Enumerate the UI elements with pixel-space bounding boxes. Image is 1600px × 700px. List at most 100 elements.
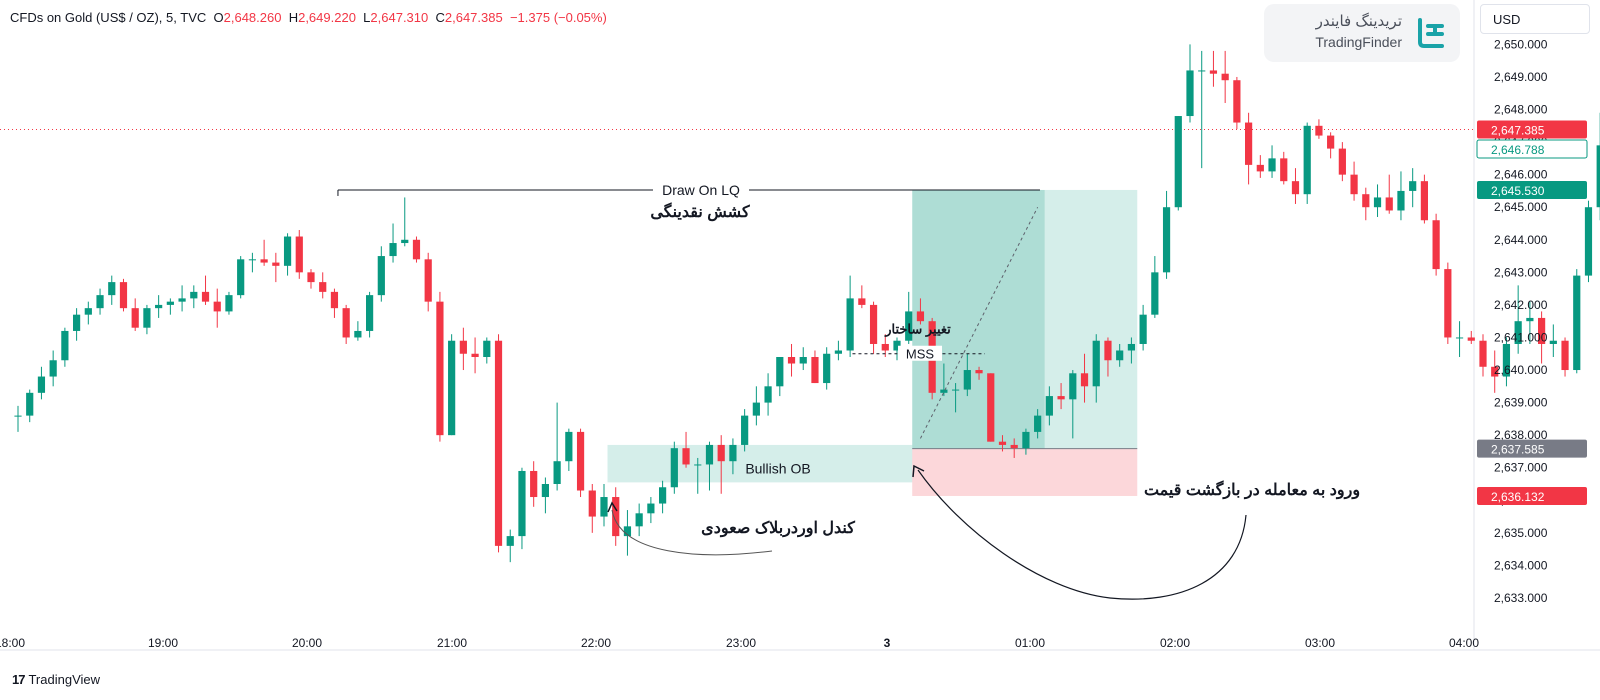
candle-body <box>1385 197 1393 211</box>
target-path-line <box>919 206 1039 439</box>
price-axis[interactable]: 2,650.0002,649.0002,648.0002,647.0002,64… <box>1476 37 1588 605</box>
candle-body <box>893 340 901 351</box>
price-tag-label: 2,645.530 <box>1491 184 1545 198</box>
draw-on-lq-label-bg <box>653 180 749 197</box>
target-zone-filled <box>912 189 1045 449</box>
candle-body <box>1350 174 1358 195</box>
brand-name-fa: تریدینگ فایندر <box>1315 13 1402 30</box>
candle-body <box>1256 164 1264 172</box>
ob-candle-label-fa: کندل اوردربلاک صعودی <box>701 520 855 538</box>
price-tick-label: 2,642.000 <box>1494 298 1548 312</box>
candle-body <box>436 301 444 436</box>
candle-body <box>342 308 350 338</box>
candle-body <box>1104 340 1112 361</box>
candle-body <box>1034 415 1042 432</box>
candle-body <box>143 308 151 328</box>
candle-body <box>1127 343 1135 351</box>
high-value: 2,649.220 <box>298 10 356 25</box>
time-tick-label: 3 <box>884 636 891 650</box>
candle-body <box>1526 317 1534 322</box>
time-tick-label: 03:00 <box>1305 636 1335 650</box>
candle-body <box>1186 70 1194 117</box>
time-axis[interactable]: 18:00 19:00 20:00 21:00 22:00 23:00 3 01:00 02:0… <box>0 636 1479 650</box>
mss-label: MSS <box>906 347 935 362</box>
candle-body <box>741 415 749 445</box>
candle-body <box>869 304 878 344</box>
candle-body <box>975 370 983 374</box>
candle-body <box>1245 122 1253 165</box>
candle-body <box>412 239 421 260</box>
symbol-name[interactable]: CFDs on Gold (US$ / OZ), 5, TVC <box>10 10 207 25</box>
candle-body <box>1022 431 1030 449</box>
time-tick-label: 20:00 <box>292 636 322 650</box>
candle-body <box>61 330 69 361</box>
candle-body <box>952 389 960 391</box>
price-tick-label: 2,640.000 <box>1494 363 1548 377</box>
candle-body <box>600 497 608 517</box>
candle-body <box>1444 269 1452 338</box>
price-tick-label: 2,638.000 <box>1494 428 1548 442</box>
candle-body <box>1397 190 1405 211</box>
candle-body <box>553 461 561 485</box>
candle-body <box>354 330 362 338</box>
candle-body <box>1010 444 1018 449</box>
currency-button[interactable]: USD <box>1480 4 1590 34</box>
tradingfinder-logo-icon <box>1418 18 1444 48</box>
candle-body <box>1455 337 1464 339</box>
candle-body <box>1362 194 1370 208</box>
candle-body <box>260 259 268 263</box>
candle-body <box>717 444 725 462</box>
candle-body <box>1467 337 1475 341</box>
change-value: −1.375 (−0.05%) <box>509 10 607 25</box>
time-tick-label: 02:00 <box>1160 636 1190 650</box>
tradingfinder-watermark: تریدینگ فایندر TradingFinder <box>1264 4 1460 62</box>
candle-body <box>1514 321 1522 344</box>
open-value: 2,648.260 <box>223 10 282 25</box>
candle-body <box>635 513 643 527</box>
candle-body <box>494 340 503 546</box>
open-label: O <box>213 10 224 25</box>
tradingview-logo-icon: 17 <box>12 672 26 687</box>
candle-body <box>659 487 667 504</box>
candle-body <box>401 239 409 244</box>
price-tag-label: 2,646.788 <box>1491 143 1545 157</box>
candle-body <box>1151 272 1159 315</box>
candle-body <box>225 295 233 312</box>
candle-body <box>670 448 678 488</box>
candle-series <box>14 44 1600 563</box>
price-tag-bg <box>1477 120 1587 139</box>
candle-body <box>1549 340 1557 344</box>
mss-label-bg <box>898 345 942 361</box>
candle-body <box>1584 207 1593 276</box>
candle-body <box>389 243 397 257</box>
candle-body <box>541 484 549 498</box>
candle-body <box>1573 275 1581 371</box>
candle-body <box>916 311 925 322</box>
candle-body <box>1479 340 1487 367</box>
candle-body <box>623 526 632 537</box>
brand-name-en: TradingFinder <box>1315 34 1402 50</box>
candle-body <box>1280 158 1288 182</box>
candle-body <box>483 340 491 358</box>
candle-body <box>987 373 995 442</box>
draw-on-lq-label-fa: کشش نقدینگی <box>650 202 750 222</box>
draw-on-lq-label: Draw On LQ <box>662 182 740 198</box>
chart-grid <box>0 0 1600 651</box>
time-tick-label: 23:00 <box>726 636 756 650</box>
entry-arrow <box>917 469 1247 600</box>
price-tag-label: 2,647.385 <box>1491 124 1545 138</box>
price-tick-label: 2,646.000 <box>1494 168 1548 182</box>
entry-label-fa: ورود به معامله در بازگشت قیمت <box>1144 480 1360 500</box>
candle-body <box>1538 317 1546 344</box>
time-tick-label: 22:00 <box>581 636 611 650</box>
candle-body <box>1338 148 1346 175</box>
candle-body <box>330 291 339 309</box>
candle-body <box>1561 340 1569 371</box>
candle-body <box>565 431 573 462</box>
candle-body <box>49 360 57 377</box>
candle-body <box>881 343 889 351</box>
price-tick-label: 2,643.000 <box>1494 265 1548 279</box>
candle-body <box>1139 314 1147 344</box>
candle-body <box>1432 220 1440 270</box>
